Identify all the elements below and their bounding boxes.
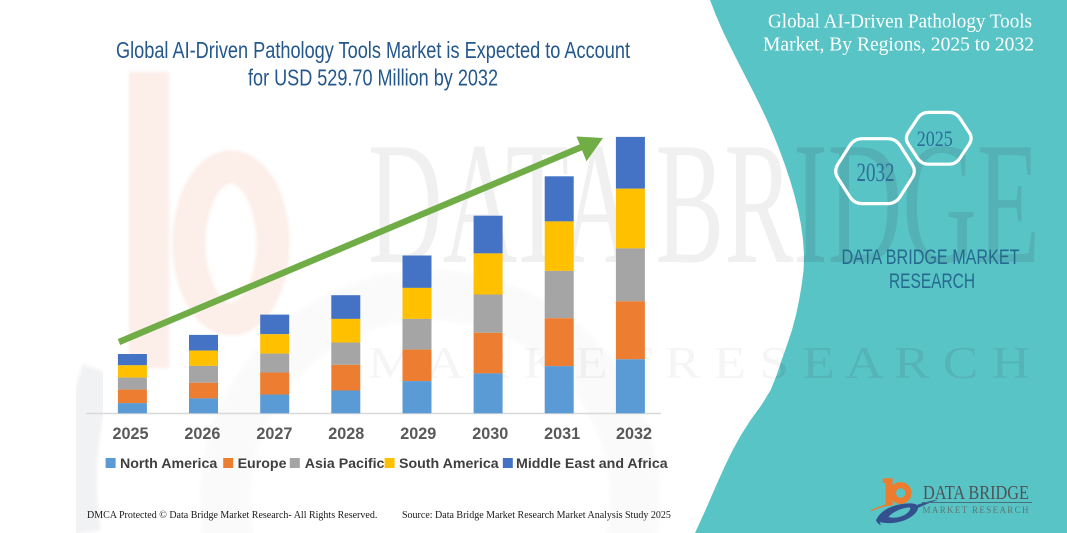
svg-text:for USD 529.70 Million by 2032: for USD 529.70 Million by 2032	[248, 65, 498, 91]
svg-text:Global AI-Driven Pathology Too: Global AI-Driven Pathology Tools Market …	[116, 37, 630, 63]
svg-text:Market, By Regions, 2025 to 20: Market, By Regions, 2025 to 2032	[763, 34, 1034, 56]
svg-text:Europe: Europe	[238, 456, 287, 472]
svg-text:2025: 2025	[917, 126, 953, 151]
svg-text:2031: 2031	[544, 425, 580, 443]
svg-text:DATA BRIDGE MARKET: DATA BRIDGE MARKET	[842, 245, 1020, 269]
svg-text:2030: 2030	[472, 425, 508, 443]
svg-text:MARKET RESEARCH: MARKET RESEARCH	[923, 505, 1030, 515]
svg-text:North America: North America	[120, 456, 217, 472]
svg-text:2025: 2025	[112, 425, 148, 443]
svg-text:Source: Data Bridge Market Res: Source: Data Bridge Market Research Mark…	[402, 510, 671, 521]
svg-text:Global AI-Driven Pathology Too: Global AI-Driven Pathology Tools	[768, 11, 1032, 33]
svg-text:DATA BRIDGE: DATA BRIDGE	[923, 482, 1029, 504]
svg-text:RESEARCH: RESEARCH	[889, 269, 975, 293]
svg-text:South America: South America	[399, 456, 499, 472]
svg-text:2032: 2032	[857, 158, 895, 187]
svg-text:Middle East and Africa: Middle East and Africa	[516, 456, 668, 472]
svg-text:Asia Pacific: Asia Pacific	[305, 456, 385, 472]
svg-text:2026: 2026	[184, 425, 220, 443]
svg-text:2032: 2032	[616, 425, 652, 443]
svg-text:2029: 2029	[400, 425, 436, 443]
svg-text:2027: 2027	[256, 425, 292, 443]
svg-text:2028: 2028	[328, 425, 364, 443]
svg-text:DMCA Protected © Data Bridge M: DMCA Protected © Data Bridge Market Rese…	[87, 510, 377, 521]
